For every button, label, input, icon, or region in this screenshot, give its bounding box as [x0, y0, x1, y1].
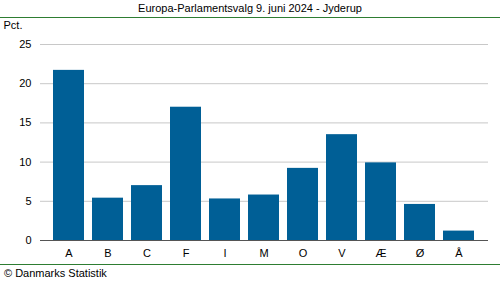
html-text:© Danmarks Statistik: © Danmarks Statistik: [4, 267, 107, 279]
svg-text:F: F: [183, 247, 190, 259]
html-text:Europa-Parlamentsvalg 9. juni: Europa-Parlamentsvalg 9. juni 2024 - Jyd…: [138, 2, 362, 14]
svg-text:Ø: Ø: [416, 247, 425, 259]
svg-text:20: 20: [19, 77, 31, 89]
svg-text:C: C: [143, 247, 151, 259]
svg-text:M: M: [259, 247, 268, 259]
svg-text:5: 5: [25, 195, 31, 207]
svg-text:B: B: [104, 247, 111, 259]
svg-text:10: 10: [19, 156, 31, 168]
svg-text:15: 15: [19, 116, 31, 128]
svg-text:Æ: Æ: [376, 247, 387, 259]
svg-text:Pct.: Pct.: [4, 19, 23, 31]
svg-text:25: 25: [19, 38, 31, 50]
svg-text:A: A: [65, 247, 73, 259]
svg-text:Å: Å: [455, 247, 463, 259]
svg-text:O: O: [299, 247, 308, 259]
svg-text:V: V: [338, 247, 346, 259]
svg-text:0: 0: [25, 234, 31, 246]
svg-text:I: I: [223, 247, 226, 259]
